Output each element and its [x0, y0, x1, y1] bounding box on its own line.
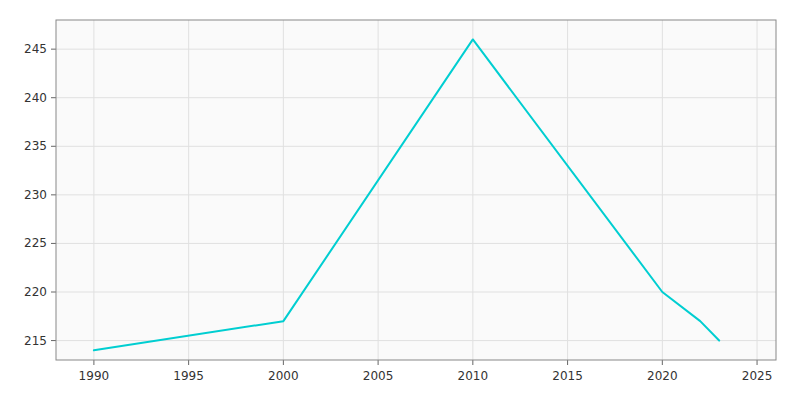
grid: [56, 20, 776, 360]
x-grid-line: [188, 20, 189, 360]
y-tick-label: 245: [24, 42, 47, 56]
x-tick: [472, 360, 473, 365]
x-tick: [93, 360, 94, 365]
x-tick-label: 1995: [173, 369, 204, 383]
y-tick: [51, 243, 56, 244]
x-grid-line: [378, 20, 379, 360]
series-group: [94, 39, 719, 350]
y-grid-line: [56, 49, 776, 50]
x-tick-label: 2000: [268, 369, 299, 383]
y-tick: [51, 49, 56, 50]
y-tick: [51, 194, 56, 195]
y-tick-label: 225: [24, 236, 47, 250]
x-tick: [378, 360, 379, 365]
y-tick-label: 230: [24, 188, 47, 202]
y-tick: [51, 146, 56, 147]
x-tick-label: 2015: [552, 369, 583, 383]
y-tick-label: 215: [24, 334, 47, 348]
x-tick-label: 2010: [458, 369, 489, 383]
x-grid-line: [662, 20, 663, 360]
y-tick: [51, 97, 56, 98]
axes: 1990 1995 2000 2005 2010 2015 2020 2025 215 220 22…: [24, 20, 776, 383]
x-tick-label: 2025: [742, 369, 773, 383]
y-grid-line: [56, 97, 776, 98]
x-tick-label: 2020: [647, 369, 678, 383]
plot-background: [56, 20, 776, 360]
x-tick: [757, 360, 758, 365]
x-tick: [662, 360, 663, 365]
chart: 1990 1995 2000 2005 2010 2015 2020 2025 215 220 22…: [0, 0, 800, 400]
y-tick: [51, 340, 56, 341]
y-grid-line: [56, 292, 776, 293]
line: [94, 39, 719, 350]
x-tick: [188, 360, 189, 365]
x-tick: [283, 360, 284, 365]
y-grid-line: [56, 243, 776, 244]
x-grid-line: [757, 20, 758, 360]
x-grid-line: [567, 20, 568, 360]
x-grid-line: [472, 20, 473, 360]
x-tick: [567, 360, 568, 365]
y-grid-line: [56, 194, 776, 195]
y-tick-label: 220: [24, 285, 47, 299]
x-grid-line: [283, 20, 284, 360]
x-tick-label: 2005: [363, 369, 394, 383]
y-grid-line: [56, 146, 776, 147]
y-tick-label: 240: [24, 91, 47, 105]
y-tick-label: 235: [24, 139, 47, 153]
x-grid-line: [93, 20, 94, 360]
y-tick: [51, 292, 56, 293]
plot-frame: [56, 20, 776, 360]
x-tick-label: 1990: [79, 369, 110, 383]
